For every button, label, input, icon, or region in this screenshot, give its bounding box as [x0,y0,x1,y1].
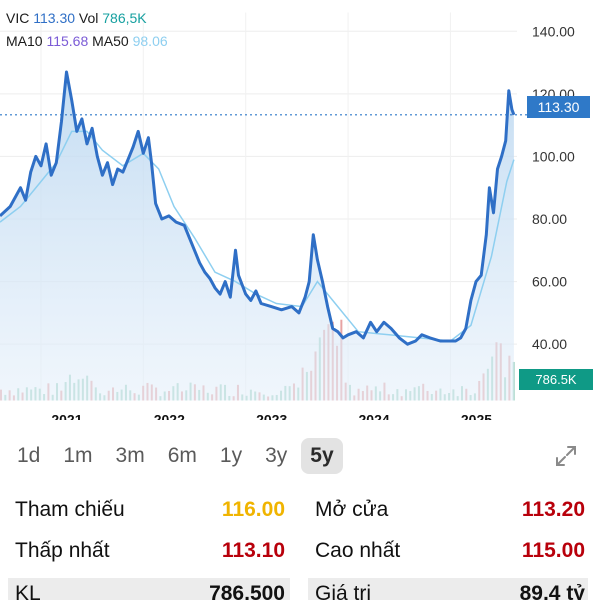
low-value: 113.10 [221,539,285,562]
symbol: VIC [6,10,30,26]
price-area-fill [0,72,514,401]
period-1y[interactable]: 1y [219,444,243,467]
period-3m[interactable]: 3m [115,444,145,467]
x-tick-label: 2024 [359,412,390,421]
open-label: Mở cửa [315,498,389,521]
y-tick-label: 80.00 [532,211,567,227]
vol-row-bg [8,578,290,600]
x-tick-label: 2022 [154,412,185,421]
volume-label: KL [15,582,41,600]
x-tick-label: 2025 [461,412,492,421]
ma10-label: MA10 [6,33,43,49]
y-tick-label: 140.00 [532,23,575,39]
expand-arrows-icon[interactable] [554,444,578,468]
x-tick-label: 2021 [51,412,82,421]
x-axis-ticks: 2021 2022 2023 2024 2025 [51,412,492,421]
period-selector: 1d 1m 3m 6m 1y 3y 5y [8,436,348,476]
volume-tag: 786.5K [519,369,593,390]
period-3y[interactable]: 3y [265,444,288,467]
stat-row-1: Tham chiếu 116.00 Mở cửa 113.20 [0,494,600,526]
price-line [0,70,516,346]
value-value: 89,4 tỷ [519,582,585,600]
vol-label: Vol [78,10,99,26]
y-tick-label: 40.00 [532,336,567,352]
volume-value: 786,500 [209,582,285,600]
current-price: 113.30 [33,10,76,26]
y-tick-label: 100.00 [532,148,575,164]
period-6m[interactable]: 6m [167,444,197,467]
header-line-1: VIC 113.30 Vol 786,5K [6,10,147,26]
header-line-2: MA10 115.68 MA50 98.06 [6,33,168,49]
ma50-value: 98.06 [132,33,168,49]
vol-value: 786,5K [102,10,147,26]
ref-label: Tham chiếu [15,498,125,521]
ma10-value: 115.68 [46,33,89,49]
high-label: Cao nhất [315,539,401,562]
ref-value: 116.00 [221,498,285,521]
period-1d[interactable]: 1d [17,444,41,467]
high-value: 115.00 [521,539,585,562]
stat-row-3: KL 786,500 Giá trị 89,4 tỷ [0,578,600,600]
current-price-tag: 113.30 [527,96,590,118]
x-tick-label: 2023 [256,412,287,421]
low-label: Thấp nhất [15,539,110,562]
period-1m[interactable]: 1m [63,444,93,467]
ma50-label: MA50 [92,33,129,49]
stat-row-2: Thấp nhất 113.10 Cao nhất 115.00 [0,535,600,567]
open-value: 113.20 [521,498,585,521]
period-5y[interactable]: 5y [301,438,343,474]
value-row-bg [308,578,588,600]
value-label: Giá trị [315,582,372,600]
y-tick-label: 60.00 [532,274,567,290]
